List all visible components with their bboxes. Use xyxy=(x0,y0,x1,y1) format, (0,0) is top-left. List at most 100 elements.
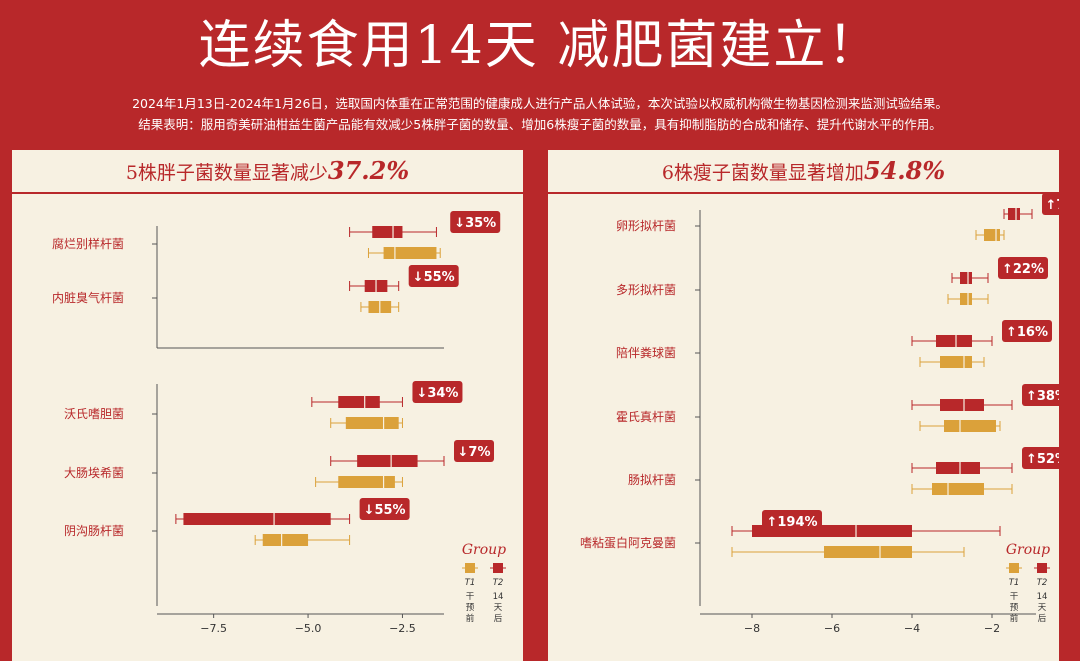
iqr-box xyxy=(960,272,972,284)
iqr-box xyxy=(338,396,380,408)
t2-box xyxy=(951,272,989,284)
description-line-1: 2024年1月13日-2024年1月26日，选取国内体重在正常范围的健康成人进行… xyxy=(132,96,948,111)
badge-label: ↑52% xyxy=(1026,452,1059,467)
badge-background xyxy=(408,265,459,287)
t1-box xyxy=(254,534,351,546)
iqr-box xyxy=(383,247,437,259)
iqr-box xyxy=(984,229,1000,241)
badge-label: ↑16% xyxy=(1006,325,1048,340)
legend-t1: T1 干预前 xyxy=(1006,563,1022,624)
legend-label: 后 xyxy=(494,613,503,624)
t2-box xyxy=(1003,208,1033,220)
category-label: 卵形拟杆菌 xyxy=(616,219,676,233)
x-tick-label: −8 xyxy=(744,622,760,635)
iqr-box xyxy=(824,546,912,558)
iqr-box xyxy=(338,476,395,488)
category-label: 大肠埃希菌 xyxy=(64,465,124,480)
t1-box xyxy=(919,420,1001,432)
legend-swatch xyxy=(493,563,503,573)
fat-bacteria-panel: 5株胖子菌数量显著减少37.2% −7.5 −5.0 −2.5 腐烂别样杆菌 ↓35% 内… xyxy=(12,150,523,661)
lean-bacteria-title-text: 6株瘦子菌数量显著增加 xyxy=(661,162,864,184)
badge-label: ↓55% xyxy=(413,270,455,285)
fat-bacteria-title-percent: 37.2% xyxy=(327,156,410,185)
iqr-box xyxy=(936,335,972,347)
t2-box xyxy=(311,396,403,408)
category-label: 多形拟杆菌 xyxy=(616,283,676,297)
badge-label: ↑38% xyxy=(1026,389,1059,404)
badge-label: ↓55% xyxy=(364,503,406,518)
legend-label: 干 xyxy=(1010,592,1019,602)
change-badge: ↑38% xyxy=(1022,384,1059,406)
badge-background xyxy=(450,211,501,233)
t1-box xyxy=(330,417,403,429)
legend-code: T1 xyxy=(1009,578,1020,588)
badge-label: ↓34% xyxy=(416,386,458,401)
iqr-box xyxy=(1008,208,1020,220)
change-badge: ↓7% xyxy=(454,440,494,462)
legend-label: 预 xyxy=(466,602,475,613)
change-badge: ↑194% xyxy=(762,510,822,532)
badge-label: ↓7% xyxy=(458,445,491,460)
iqr-box xyxy=(940,356,972,368)
legend-label: 干 xyxy=(466,592,475,602)
x-tick-label: −6 xyxy=(824,622,840,635)
t1-box xyxy=(731,546,965,558)
page-title: 连续食用14天 减肥菌建立！ xyxy=(198,16,882,76)
change-badge: ↑16% xyxy=(1002,320,1052,342)
category-label: 内脏臭气杆菌 xyxy=(52,290,124,305)
legend-label: 预 xyxy=(1010,602,1019,613)
legend-label: 14 xyxy=(1037,592,1048,602)
badge-background xyxy=(1002,320,1052,342)
iqr-box xyxy=(357,455,418,467)
category-label: 肠拟杆菌 xyxy=(628,473,676,487)
badge-label: ↑7% xyxy=(1046,198,1059,213)
badge-background xyxy=(412,381,463,403)
legend-title: Group xyxy=(1006,542,1050,558)
change-badge: ↓55% xyxy=(408,265,459,287)
iqr-box xyxy=(183,513,331,525)
t1-box xyxy=(911,483,1013,495)
category-label: 陪伴粪球菌 xyxy=(616,345,676,360)
t2-box xyxy=(349,226,437,238)
t1-box xyxy=(919,356,985,368)
legend-label: 前 xyxy=(1010,613,1019,624)
iqr-box xyxy=(372,226,403,238)
badge-background xyxy=(359,498,410,520)
legend-swatch xyxy=(1037,563,1047,573)
legend-label: 后 xyxy=(1038,613,1047,624)
category-label: 嗜粘蛋白阿克曼菌 xyxy=(580,535,676,550)
t2-box xyxy=(175,513,351,525)
badge-background xyxy=(1042,194,1059,215)
change-badge: ↑7% xyxy=(1042,194,1059,215)
change-badge: ↓34% xyxy=(412,381,463,403)
lean-bacteria-panel: 6株瘦子菌数量显著增加54.8% −8 −6 −4 −2 卵形拟杆菌 ↑7% 多形拟杆菌 ↑2… xyxy=(548,150,1059,661)
t2-box xyxy=(330,455,445,467)
legend-code: T1 xyxy=(465,578,476,588)
change-badge: ↑22% xyxy=(998,257,1048,279)
t2-box xyxy=(911,399,1013,411)
legend-t1: T1 干预前 xyxy=(462,563,478,624)
badge-label: ↑22% xyxy=(1002,262,1044,277)
lean-bacteria-title-percent: 54.8% xyxy=(863,156,946,185)
legend-code: T2 xyxy=(493,578,504,588)
t1-box xyxy=(367,247,441,259)
category-label: 阴沟肠杆菌 xyxy=(64,524,124,538)
iqr-box xyxy=(932,483,984,495)
x-tick-label: −7.5 xyxy=(200,622,227,635)
t1-box xyxy=(947,293,989,305)
iqr-box xyxy=(936,462,980,474)
legend-label: 前 xyxy=(466,613,475,624)
category-label: 沃氏嗜胆菌 xyxy=(64,407,124,421)
badge-background xyxy=(1022,447,1059,469)
fat-bacteria-panel-title: 5株胖子菌数量显著减少37.2% xyxy=(12,150,523,194)
x-tick-label: −2 xyxy=(984,622,1000,635)
lean-bacteria-boxplot: −8 −6 −4 −2 卵形拟杆菌 ↑7% 多形拟杆菌 ↑22% 陪伴粪球菌 ↑16% 霍氏真杆菌 ↑… xyxy=(580,194,1059,635)
legend-code: T2 xyxy=(1037,578,1048,588)
fat-bacteria-boxplot: −7.5 −5.0 −2.5 腐烂别样杆菌 ↓35% 内脏臭气杆菌 ↓55% 沃氏嗜胆菌 ↓34… xyxy=(52,211,506,635)
x-tick-label: −4 xyxy=(904,622,920,635)
iqr-box xyxy=(944,420,996,432)
badge-label: ↑194% xyxy=(766,515,817,530)
t1-box xyxy=(315,476,403,488)
